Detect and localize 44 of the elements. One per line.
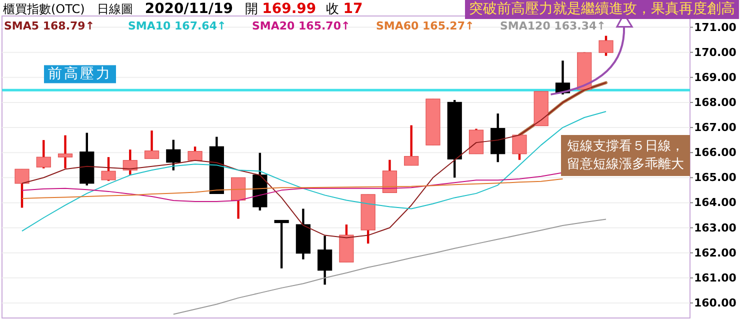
candlestick [144,129,160,160]
candlestick [318,234,332,286]
line-series [172,218,607,315]
line-series [22,172,564,202]
y-tick-label: 163.00 [694,221,737,234]
y-tick-label: 160.00 [694,296,737,310]
y-tick-label: 169.00 [694,70,737,84]
text: SMA60 165.27↑ [376,20,474,32]
y-tick-label: 165.00 [694,171,737,184]
y-tick-label: 170.00 [694,46,737,59]
annotation: 短線支撐看５日線，留意短線漲多乖離大 [567,139,684,172]
text: SMA120 163.34↑ [500,20,606,32]
candlestick [188,145,202,162]
candlestick [122,148,138,176]
text: SMA10 167.64↑ [128,20,226,32]
candlestick [404,124,419,166]
candlestick [166,138,181,172]
candlestick [468,128,484,155]
y-tick-label: 168.00 [694,96,737,109]
line-series [22,110,607,232]
candlestick [101,156,116,182]
y-tick-label: 164.00 [694,196,737,210]
candlestick [36,138,51,170]
y-tick-label: 161.00 [694,271,737,284]
ref-line-label: 前高壓力 [48,66,112,82]
text: SMA20 165.70↑ [252,20,350,32]
annotation: 開 169.99 [244,1,316,17]
text: SMA5 168.79↑ [4,20,95,32]
candlestick [274,219,289,270]
candlestick [14,168,30,209]
y-tick-label: 166.00 [694,146,737,160]
y-tick-label: 171.00 [694,20,737,34]
candlestick [58,134,73,170]
candlestick [382,158,398,194]
chart-title: 櫃買指數(OTC) [3,2,85,16]
annotation: 收 17 [326,1,363,17]
chart-subtitle: 日線圖 [96,2,133,16]
y-tick-label: 162.00 [694,246,737,260]
candlestick [512,134,527,161]
y-tick-label: 167.00 [694,121,737,134]
annotation: 突破前高壓力就是繼續進攻，果真再度創高 [469,1,735,17]
candlestick [231,176,246,220]
annotation: 2020/11/19 [144,1,233,17]
candlestick [598,34,614,57]
